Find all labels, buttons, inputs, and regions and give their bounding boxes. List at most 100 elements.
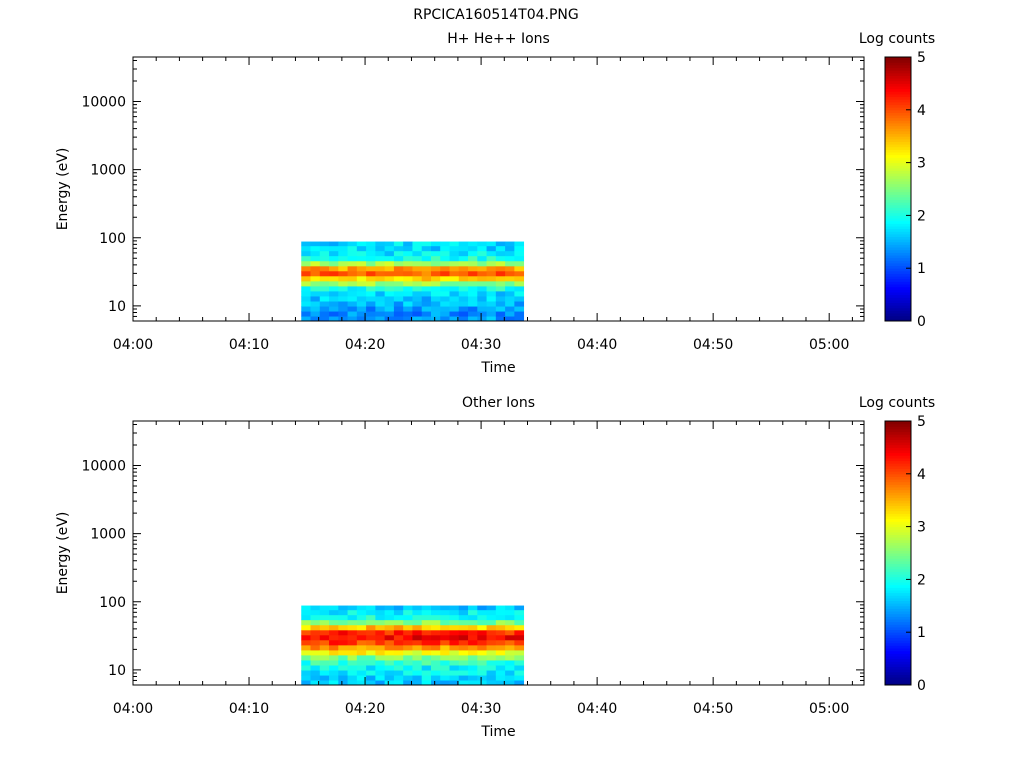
colorbar-segment xyxy=(885,531,911,536)
heatmap-cell xyxy=(449,609,460,616)
heatmap-cell xyxy=(319,301,330,307)
heatmap-cell xyxy=(301,286,311,292)
colorbar-segment xyxy=(885,194,911,198)
x-tick-label: 04:10 xyxy=(229,337,269,353)
heatmap-cell xyxy=(412,306,423,312)
heatmap-cell xyxy=(440,270,450,277)
heatmap-cell xyxy=(319,614,330,621)
heatmap-cell xyxy=(495,650,506,656)
heatmap-cell xyxy=(356,255,367,262)
colorbar-segment xyxy=(885,500,911,504)
heatmap-cell xyxy=(458,675,469,681)
heatmap-cell xyxy=(319,245,330,252)
heatmap-cell xyxy=(468,624,478,631)
heatmap-cell xyxy=(514,609,525,616)
plot-frame xyxy=(132,56,865,322)
colorbar-segment xyxy=(885,431,911,435)
x-tick-label: 04:40 xyxy=(577,701,617,717)
colorbar-segment xyxy=(885,202,911,206)
colorbar-segment xyxy=(885,521,911,525)
heatmap-cell xyxy=(347,265,358,272)
heatmap-cell xyxy=(310,291,321,297)
colorbar-segment xyxy=(885,523,911,528)
heatmap-cell xyxy=(505,311,515,317)
heatmap-cell xyxy=(301,680,311,686)
heatmap-cell xyxy=(310,639,321,646)
colorbar-segment xyxy=(885,260,911,264)
heatmap-cell xyxy=(319,291,330,297)
colorbar-segment xyxy=(885,605,911,609)
heatmap-cell xyxy=(412,605,423,611)
colorbar-segment xyxy=(885,611,911,615)
colorbar-segment xyxy=(885,671,911,675)
heatmap-cell xyxy=(514,311,525,317)
heatmap-cell xyxy=(440,650,450,656)
heatmap-cell xyxy=(514,650,525,656)
heatmap-cell xyxy=(393,614,404,621)
heatmap-cell xyxy=(412,286,423,292)
heatmap-cell xyxy=(486,614,497,621)
heatmap-cell xyxy=(440,306,450,312)
heatmap-cell xyxy=(310,265,321,272)
colorbar-segment xyxy=(885,579,911,583)
heatmap-cell xyxy=(329,655,339,661)
heatmap-cell xyxy=(366,680,376,686)
y-axis-label: Energy (eV) xyxy=(55,148,71,231)
colorbar-segment xyxy=(885,539,911,543)
heatmap-cell xyxy=(384,680,395,686)
heatmap-cell xyxy=(384,241,395,247)
heatmap-cell xyxy=(430,301,441,307)
heatmap-cell xyxy=(495,270,506,277)
heatmap-cell xyxy=(384,291,395,297)
heatmap-cell xyxy=(412,301,423,307)
colorbar-segment xyxy=(885,294,911,298)
heatmap-cell xyxy=(366,280,376,287)
colorbar-segment xyxy=(885,547,911,551)
heatmap-cell xyxy=(393,280,404,287)
heatmap-cell xyxy=(440,260,450,267)
heatmap-cell xyxy=(440,311,450,317)
panel-1: 04:00 04:10 04:20 04:30 04:40 04:50 05:0010100… xyxy=(55,31,935,376)
heatmap-cell xyxy=(301,270,311,277)
heatmap-cell xyxy=(477,670,487,676)
heatmap-cell xyxy=(338,275,348,282)
heatmap-cell xyxy=(366,665,376,671)
heatmap-cell xyxy=(449,316,460,322)
heatmap-cell xyxy=(486,275,497,282)
heatmap-cell xyxy=(319,665,330,671)
heatmap-cell xyxy=(356,665,367,671)
heatmap-cell xyxy=(477,644,487,651)
heatmap-cell xyxy=(421,650,432,656)
heatmap-cell xyxy=(310,675,321,681)
heatmap-cell xyxy=(329,680,339,686)
heatmap-cell xyxy=(329,306,339,312)
heatmap-cell xyxy=(338,650,348,656)
heatmap-cell xyxy=(430,311,441,317)
colorbar-segment xyxy=(885,621,911,625)
heatmap-cell xyxy=(468,650,478,656)
heatmap-cell xyxy=(421,619,432,626)
heatmap-cell xyxy=(310,634,321,641)
colorbar-segment xyxy=(885,278,911,282)
colorbar-segment xyxy=(885,318,911,322)
colorbar-segment xyxy=(885,613,911,617)
heatmap-cell xyxy=(338,634,348,641)
heatmap-cell xyxy=(403,644,413,651)
heatmap-cell xyxy=(412,680,423,686)
colorbar-segment xyxy=(885,96,911,100)
heatmap-cell xyxy=(338,644,348,651)
heatmap-cell xyxy=(505,255,515,262)
heatmap-cell xyxy=(486,241,497,247)
heatmap-cell xyxy=(375,250,386,257)
colorbar-tick-label: 0 xyxy=(917,314,926,330)
colorbar-segment xyxy=(885,210,911,214)
colorbar: 0 1 2 3 4 5 Log counts xyxy=(859,395,935,694)
heatmap-cell xyxy=(329,609,339,616)
heatmap-cell xyxy=(375,650,386,656)
heatmap-cell xyxy=(458,680,469,686)
heatmap-cell xyxy=(468,265,478,272)
heatmap-cell xyxy=(310,241,321,247)
heatmap-cell xyxy=(486,245,497,252)
heatmap-cell xyxy=(440,644,450,651)
heatmap-cell xyxy=(384,260,395,267)
